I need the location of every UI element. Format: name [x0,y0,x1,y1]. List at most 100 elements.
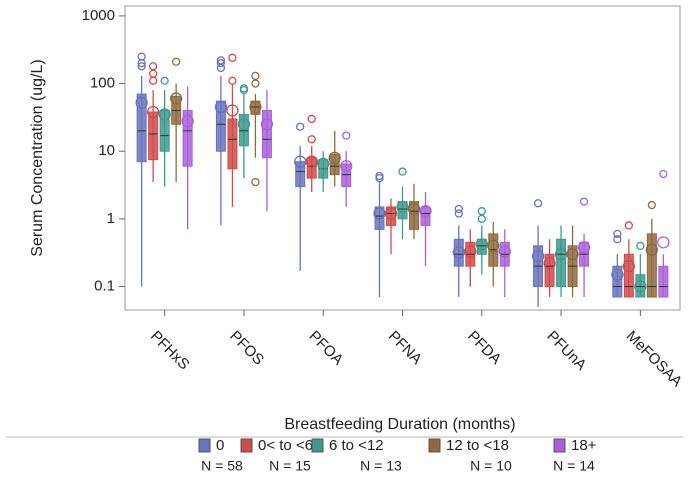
mean [645,243,659,256]
outlier [624,221,634,230]
box [646,233,657,298]
plot-frame [124,5,681,311]
mean [135,96,148,109]
outlier [533,199,543,208]
mean [543,257,556,270]
box [148,111,159,161]
outlier [216,59,226,68]
mean [531,250,545,263]
y-tick-label: 10 [98,142,115,159]
outlier [477,214,486,224]
legend-swatch [240,438,253,453]
mean [657,236,670,249]
y-tick-label: 1 [107,210,115,227]
legend-label: 6 to <12 [329,437,384,454]
outlier [398,167,407,176]
legend-n: N = 58 [201,458,243,474]
mean [622,260,636,273]
box [329,153,340,176]
mean [158,108,171,121]
mean [464,245,477,258]
y-tick-label: 0.1 [94,278,115,295]
legend-swatch [553,438,566,453]
box [409,201,419,230]
legend-n: N = 13 [360,458,402,474]
outlier [296,122,305,131]
outlier [160,76,169,85]
legend-title: Breastfeeding Duration (months) [284,416,515,433]
box [658,265,669,298]
mean [249,100,262,114]
outlier [375,171,384,181]
mean [317,157,330,171]
box [136,93,147,163]
x-tick-label: PFNA [385,328,425,368]
x-tick-label: PFDA [464,328,504,368]
outlier [148,69,158,78]
mean [487,239,500,252]
x-tick-label: PFOS [226,328,267,369]
outlier [228,76,237,85]
legend-label: 0< to <6 [258,437,313,454]
legend-label: 18+ [571,437,597,454]
legend-swatch [428,438,441,453]
box [544,253,555,288]
legend-swatch [198,438,211,453]
y-axis-label: Serum Concentration (ug/L) [29,59,46,256]
x-tick-label: PFHxS [147,328,193,374]
legend-n: N = 14 [553,458,595,474]
outlier [307,135,316,144]
y-tick-label: 100 [90,75,115,92]
outlier [228,53,237,62]
outlier [636,241,645,250]
outlier [613,235,622,244]
mean [340,160,353,173]
mean [146,105,160,119]
box [374,206,385,230]
mean [226,104,239,117]
x-tick-label: PFUnA [543,328,589,374]
box [341,163,352,188]
mean [305,155,318,168]
x-tick-label: PFOA [306,328,347,369]
outlier [613,229,622,239]
box [227,118,238,170]
mean [384,207,398,220]
mean [396,200,409,214]
box [215,100,226,152]
box [635,274,646,298]
x-tick-label: MeFOSAA [623,328,686,391]
outlier [659,169,668,179]
outlier [477,207,486,216]
box [159,109,170,152]
box [182,109,193,167]
mean [214,100,228,114]
mean [237,118,251,131]
box [306,157,317,179]
box [453,238,464,267]
outlier [171,57,181,66]
outlier [216,56,226,65]
y-tick-label: 1000 [82,7,115,24]
mean [419,205,432,218]
legend-label: 12 to <18 [446,437,509,454]
outlier [148,62,158,71]
outlier [251,79,260,88]
mean [611,268,624,281]
mean [169,92,183,105]
outlier [342,131,351,140]
outlier [137,52,146,61]
outlier [579,197,589,206]
outlier [239,84,249,93]
box [476,238,487,255]
mean [328,151,341,164]
mean [475,238,488,251]
outlier [251,71,260,80]
legend-n: N = 15 [269,458,311,474]
box [295,161,306,188]
box [623,253,634,298]
outlier [137,62,146,71]
box [261,109,272,159]
mean [181,114,194,128]
